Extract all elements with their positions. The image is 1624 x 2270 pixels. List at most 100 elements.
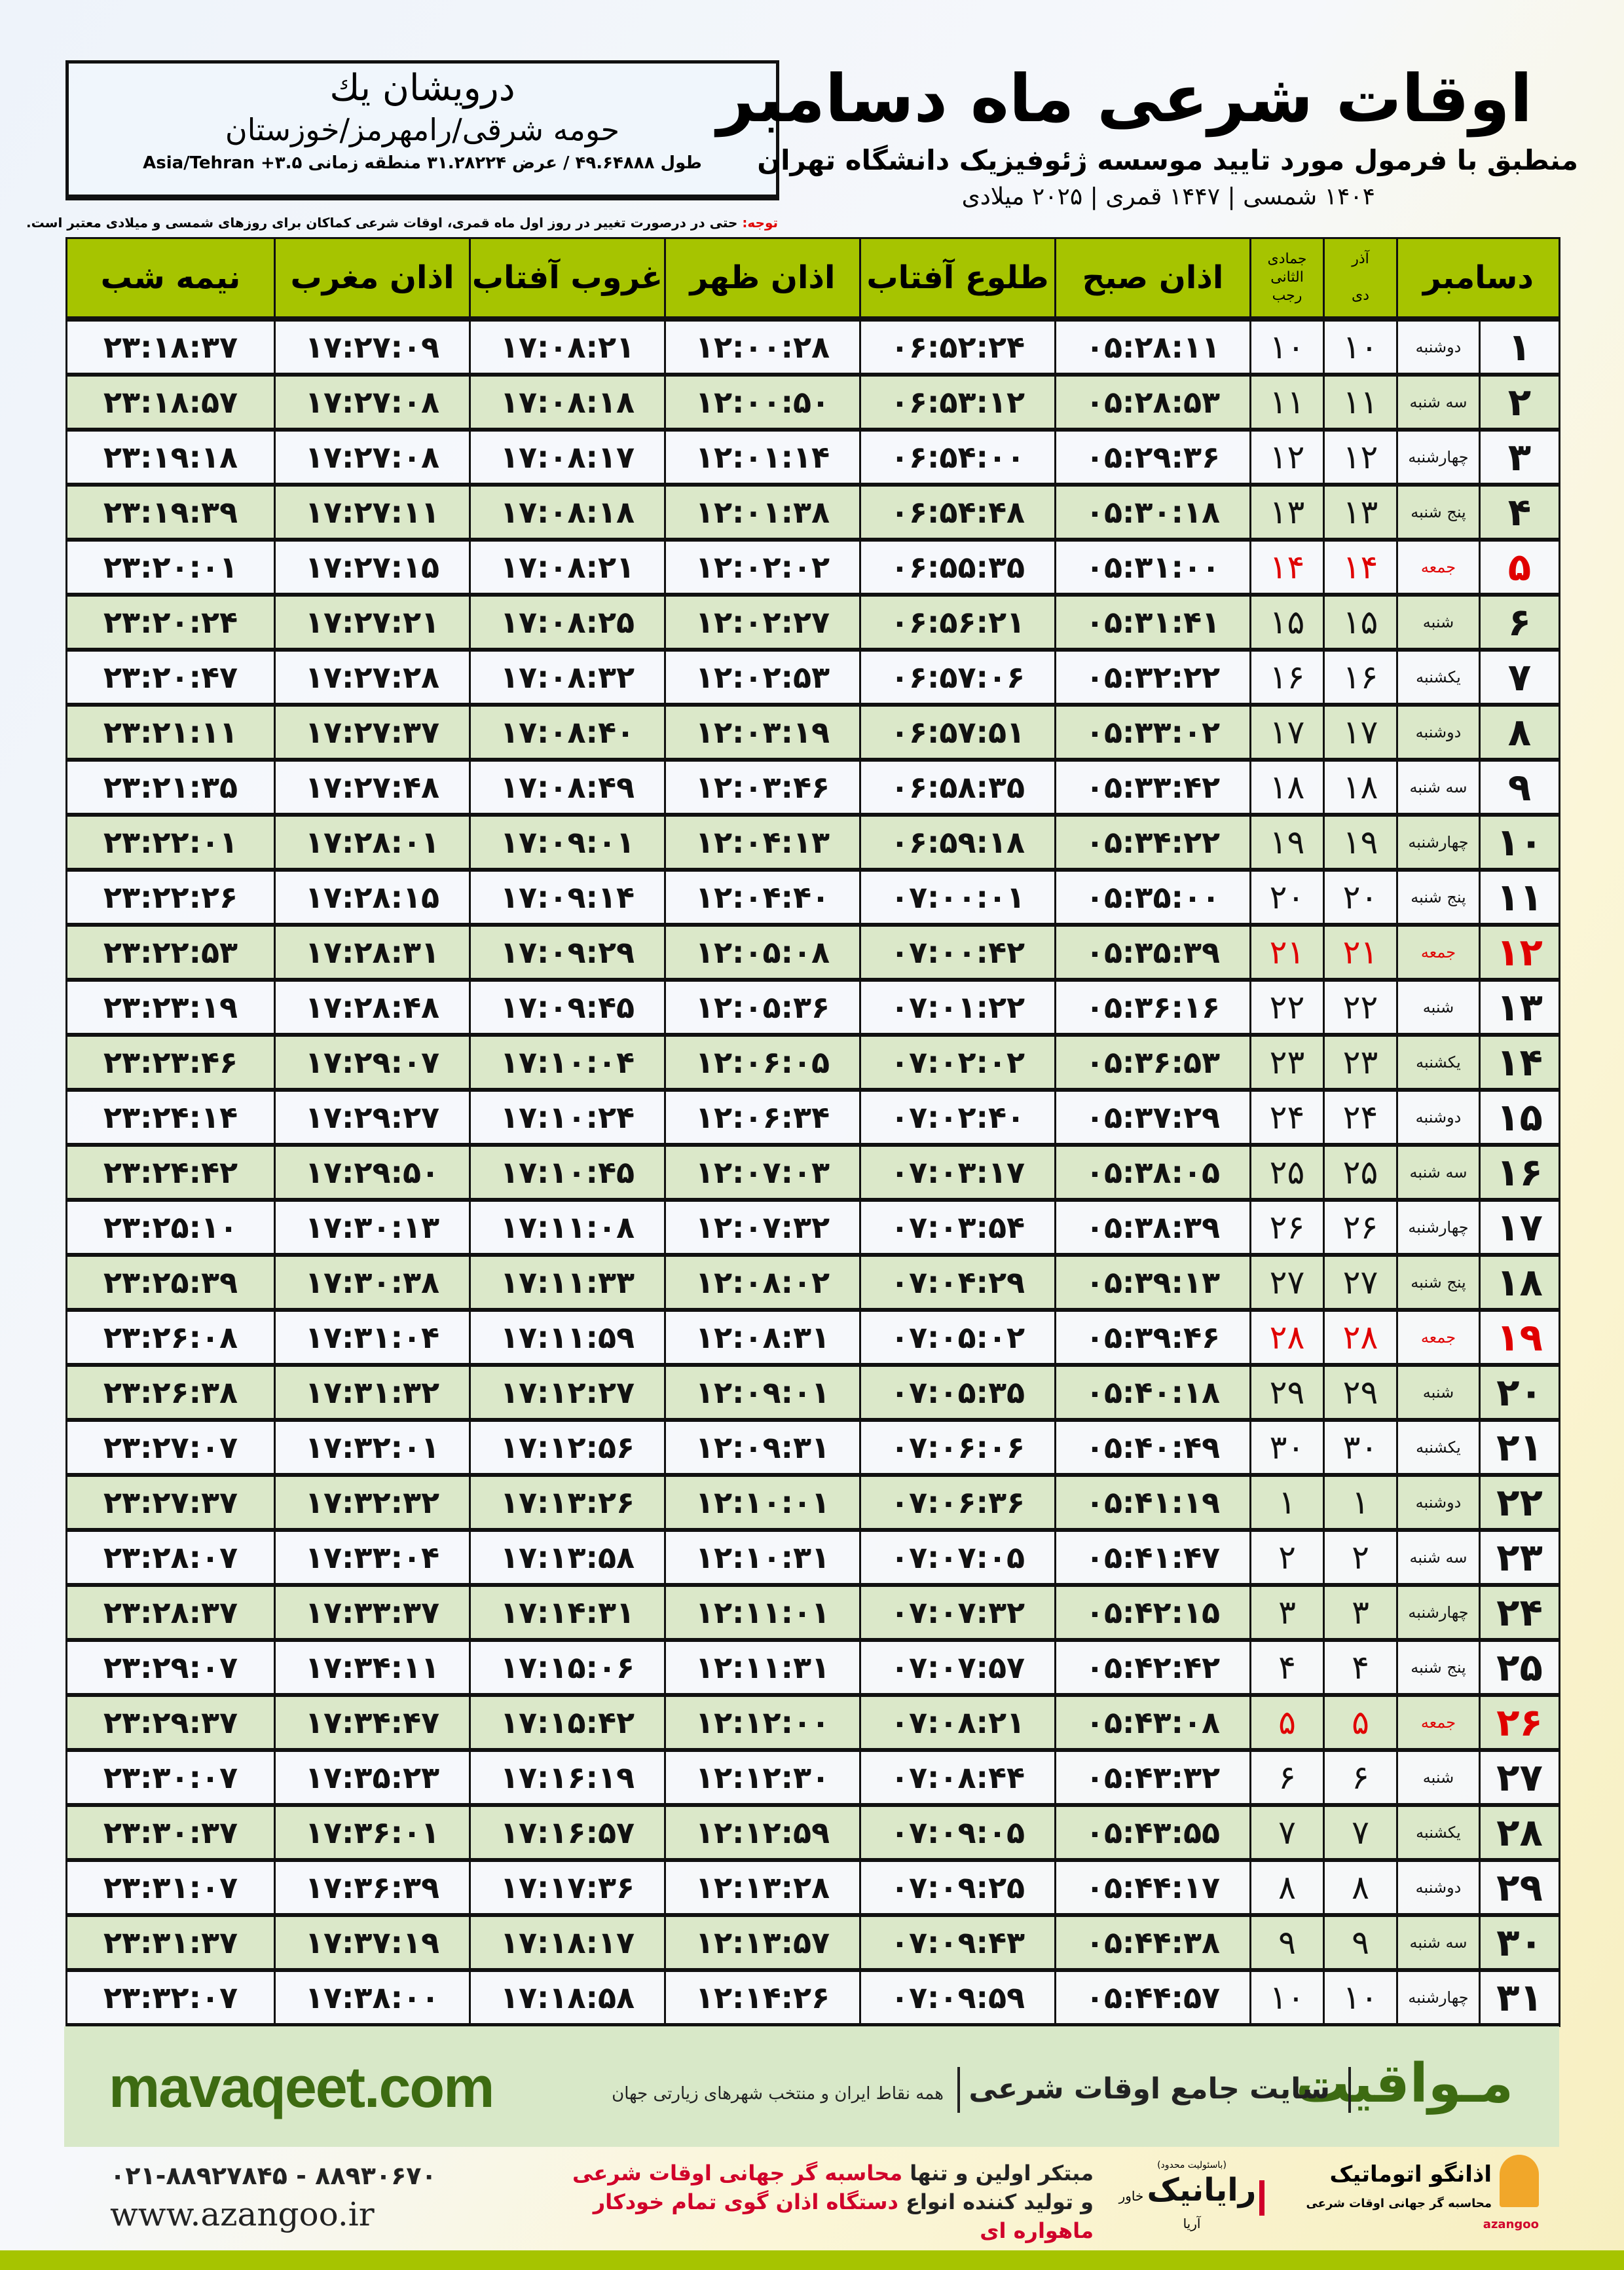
cell-zohr: ۱۲:۰۲:۰۲ bbox=[664, 538, 861, 596]
cell-qamari: ۸ bbox=[1249, 1859, 1325, 1916]
cell-shamsi: ۱۰ bbox=[1323, 1969, 1398, 2026]
ad-line2-a: و تولید کننده انواع bbox=[898, 2189, 1094, 2214]
note: توجه: حتی در درصورت تغییر در روز اول ماه… bbox=[26, 215, 778, 231]
cell-tolu: ۰۷:۰۹:۰۵ bbox=[859, 1804, 1056, 1861]
cell-ghorub: ۱۷:۰۸:۴۰ bbox=[469, 703, 666, 761]
cell-nimeshab: ۲۳:۲۵:۳۹ bbox=[65, 1254, 276, 1311]
cell-maghrib: ۱۷:۲۷:۲۸ bbox=[274, 648, 471, 706]
cell-weekday: سه شنبه bbox=[1396, 1914, 1481, 1971]
cell-tolu: ۰۷:۰۹:۵۹ bbox=[859, 1969, 1056, 2026]
cell-nimeshab: ۲۳:۳۱:۰۷ bbox=[65, 1859, 276, 1916]
cell-shamsi: ۲۲ bbox=[1323, 978, 1398, 1036]
cell-maghrib: ۱۷:۲۸:۴۸ bbox=[274, 978, 471, 1036]
cell-sobh: ۰۵:۳۵:۰۰ bbox=[1054, 868, 1251, 926]
cell-qamari: ۹ bbox=[1249, 1914, 1325, 1971]
cell-ghorub: ۱۷:۰۸:۲۱ bbox=[469, 318, 666, 376]
cell-sobh: ۰۵:۳۷:۲۹ bbox=[1054, 1088, 1251, 1146]
table-row: ۸ دوشنبه ۱۷ ۱۷ ۰۵:۳۳:۰۲ ۰۶:۵۷:۵۱ ۱۲:۰۳:۱۹ ۱۷:۰۸… bbox=[65, 703, 1560, 761]
table-row: ۱۷ چهارشنبه ۲۶ ۲۶ ۰۵:۳۸:۳۹ ۰۷:۰۳:۵۴ ۱۲:۰۷:۳۲ ۱۷… bbox=[65, 1199, 1560, 1256]
cell-day: ۲۲ bbox=[1479, 1474, 1560, 1531]
location-region: حومه شرقی/رامهرمز/خوزستان bbox=[225, 112, 620, 147]
cell-nimeshab: ۲۳:۱۹:۳۹ bbox=[65, 483, 276, 541]
table-row: ۲۲ دوشنبه ۱ ۱ ۰۵:۴۱:۱۹ ۰۷:۰۶:۳۶ ۱۲:۱۰:۰۱ ۱۷:۱۳:… bbox=[65, 1474, 1560, 1531]
cell-zohr: ۱۲:۰۴:۴۰ bbox=[664, 868, 861, 926]
cell-shamsi: ۱۸ bbox=[1323, 758, 1398, 816]
cell-tolu: ۰۶:۵۵:۳۵ bbox=[859, 538, 1056, 596]
azangoo-logo-sub: محاسبه گر جهانی اوقات شرعی bbox=[1306, 2197, 1492, 2210]
cell-qamari: ۲۰ bbox=[1249, 868, 1325, 926]
cell-shamsi: ۲ bbox=[1323, 1529, 1398, 1586]
cell-day: ۲ bbox=[1479, 373, 1560, 431]
cell-tolu: ۰۷:۰۰:۰۱ bbox=[859, 868, 1056, 926]
cell-maghrib: ۱۷:۲۷:۳۷ bbox=[274, 703, 471, 761]
cell-day: ۷ bbox=[1479, 648, 1560, 706]
cell-tolu: ۰۷:۰۵:۳۵ bbox=[859, 1364, 1056, 1421]
cell-shamsi: ۵ bbox=[1323, 1694, 1398, 1751]
cell-nimeshab: ۲۳:۲۹:۰۷ bbox=[65, 1639, 276, 1696]
cell-sobh: ۰۵:۳۸:۰۵ bbox=[1054, 1144, 1251, 1201]
table-header-row: دسامبر آذر دی جمادی الثانی رجب اذان صبح طل… bbox=[65, 237, 1560, 320]
cell-sobh: ۰۵:۳۳:۰۲ bbox=[1054, 703, 1251, 761]
cell-day: ۱۴ bbox=[1479, 1033, 1560, 1091]
cell-sobh: ۰۵:۳۳:۴۲ bbox=[1054, 758, 1251, 816]
cell-ghorub: ۱۷:۱۱:۳۳ bbox=[469, 1254, 666, 1311]
table-row: ۱۵ دوشنبه ۲۴ ۲۴ ۰۵:۳۷:۲۹ ۰۷:۰۲:۴۰ ۱۲:۰۶:۳۴ ۱۷:۱… bbox=[65, 1088, 1560, 1146]
cell-zohr: ۱۲:۰۹:۳۱ bbox=[664, 1419, 861, 1476]
cell-sobh: ۰۵:۴۴:۳۸ bbox=[1054, 1914, 1251, 1971]
cell-tolu: ۰۶:۵۲:۲۴ bbox=[859, 318, 1056, 376]
cell-qamari: ۳۰ bbox=[1249, 1419, 1325, 1476]
cell-nimeshab: ۲۳:۲۰:۴۷ bbox=[65, 648, 276, 706]
banner-slogan: سایت جامع اوقات شرعی bbox=[969, 2072, 1330, 2106]
table-row: ۱۶ سه شنبه ۲۵ ۲۵ ۰۵:۳۸:۰۵ ۰۷:۰۳:۱۷ ۱۲:۰۷:۰۳ ۱۷:… bbox=[65, 1144, 1560, 1201]
cell-weekday: چهارشنبه bbox=[1396, 428, 1481, 486]
cell-shamsi: ۲۸ bbox=[1323, 1309, 1398, 1366]
cell-weekday: دوشنبه bbox=[1396, 1859, 1481, 1916]
cell-day: ۹ bbox=[1479, 758, 1560, 816]
cell-day: ۱۳ bbox=[1479, 978, 1560, 1036]
cell-maghrib: ۱۷:۳۶:۰۱ bbox=[274, 1804, 471, 1861]
cell-shamsi: ۱۲ bbox=[1323, 428, 1398, 486]
cell-sobh: ۰۵:۳۶:۵۳ bbox=[1054, 1033, 1251, 1091]
cell-tolu: ۰۶:۵۳:۱۲ bbox=[859, 373, 1056, 431]
cell-qamari: ۱۰ bbox=[1249, 1969, 1325, 2026]
cell-zohr: ۱۲:۰۹:۰۱ bbox=[664, 1364, 861, 1421]
cell-nimeshab: ۲۳:۲۴:۴۲ bbox=[65, 1144, 276, 1201]
cell-nimeshab: ۲۳:۲۲:۵۳ bbox=[65, 923, 276, 981]
cell-qamari: ۳ bbox=[1249, 1584, 1325, 1641]
cell-weekday: دوشنبه bbox=[1396, 703, 1481, 761]
cell-ghorub: ۱۷:۱۵:۰۶ bbox=[469, 1639, 666, 1696]
cell-nimeshab: ۲۳:۱۸:۳۷ bbox=[65, 318, 276, 376]
cell-nimeshab: ۲۳:۳۱:۳۷ bbox=[65, 1914, 276, 1971]
cell-nimeshab: ۲۳:۲۲:۰۱ bbox=[65, 813, 276, 871]
cell-zohr: ۱۲:۰۷:۳۲ bbox=[664, 1199, 861, 1256]
cell-weekday: پنج شنبه bbox=[1396, 1639, 1481, 1696]
cell-nimeshab: ۲۳:۳۰:۳۷ bbox=[65, 1804, 276, 1861]
footer-website-link[interactable]: www.azangoo.ir bbox=[110, 2195, 375, 2233]
banner-site-link[interactable]: mavaqeet.com bbox=[109, 2055, 494, 2119]
table-row: ۲۸ یکشنبه ۷ ۷ ۰۵:۴۳:۵۵ ۰۷:۰۹:۰۵ ۱۲:۱۲:۵۹ ۱۷:۱۶:… bbox=[65, 1804, 1560, 1861]
cell-day: ۱۷ bbox=[1479, 1199, 1560, 1256]
note-text: حتی در درصورت تغییر در روز اول ماه قمری،… bbox=[26, 215, 743, 231]
cell-day: ۱ bbox=[1479, 318, 1560, 376]
cell-shamsi: ۱۰ bbox=[1323, 318, 1398, 376]
cell-nimeshab: ۲۳:۲۸:۰۷ bbox=[65, 1529, 276, 1586]
cell-tolu: ۰۷:۰۷:۳۲ bbox=[859, 1584, 1056, 1641]
cell-zohr: ۱۲:۰۲:۵۳ bbox=[664, 648, 861, 706]
table-row: ۳ چهارشنبه ۱۲ ۱۲ ۰۵:۲۹:۳۶ ۰۶:۵۴:۰۰ ۱۲:۰۱:۱۴ ۱۷:… bbox=[65, 428, 1560, 486]
cell-sobh: ۰۵:۴۰:۴۹ bbox=[1054, 1419, 1251, 1476]
cell-ghorub: ۱۷:۰۸:۲۵ bbox=[469, 593, 666, 651]
cell-sobh: ۰۵:۴۱:۴۷ bbox=[1054, 1529, 1251, 1586]
cell-weekday: پنج شنبه bbox=[1396, 483, 1481, 541]
cell-nimeshab: ۲۳:۲۸:۳۷ bbox=[65, 1584, 276, 1641]
cell-weekday: چهارشنبه bbox=[1396, 813, 1481, 871]
cell-ghorub: ۱۷:۱۳:۲۶ bbox=[469, 1474, 666, 1531]
cell-day: ۲۰ bbox=[1479, 1364, 1560, 1421]
table-row: ۲۹ دوشنبه ۸ ۸ ۰۵:۴۴:۱۷ ۰۷:۰۹:۲۵ ۱۲:۱۳:۲۸ ۱۷:۱۷:… bbox=[65, 1859, 1560, 1916]
cell-zohr: ۱۲:۰۱:۳۸ bbox=[664, 483, 861, 541]
cell-tolu: ۰۷:۰۳:۱۷ bbox=[859, 1144, 1056, 1201]
cell-weekday: جمعه bbox=[1396, 923, 1481, 981]
cell-shamsi: ۲۵ bbox=[1323, 1144, 1398, 1201]
cell-weekday: دوشنبه bbox=[1396, 1474, 1481, 1531]
cell-shamsi: ۲۴ bbox=[1323, 1088, 1398, 1146]
cell-day: ۲۷ bbox=[1479, 1749, 1560, 1806]
